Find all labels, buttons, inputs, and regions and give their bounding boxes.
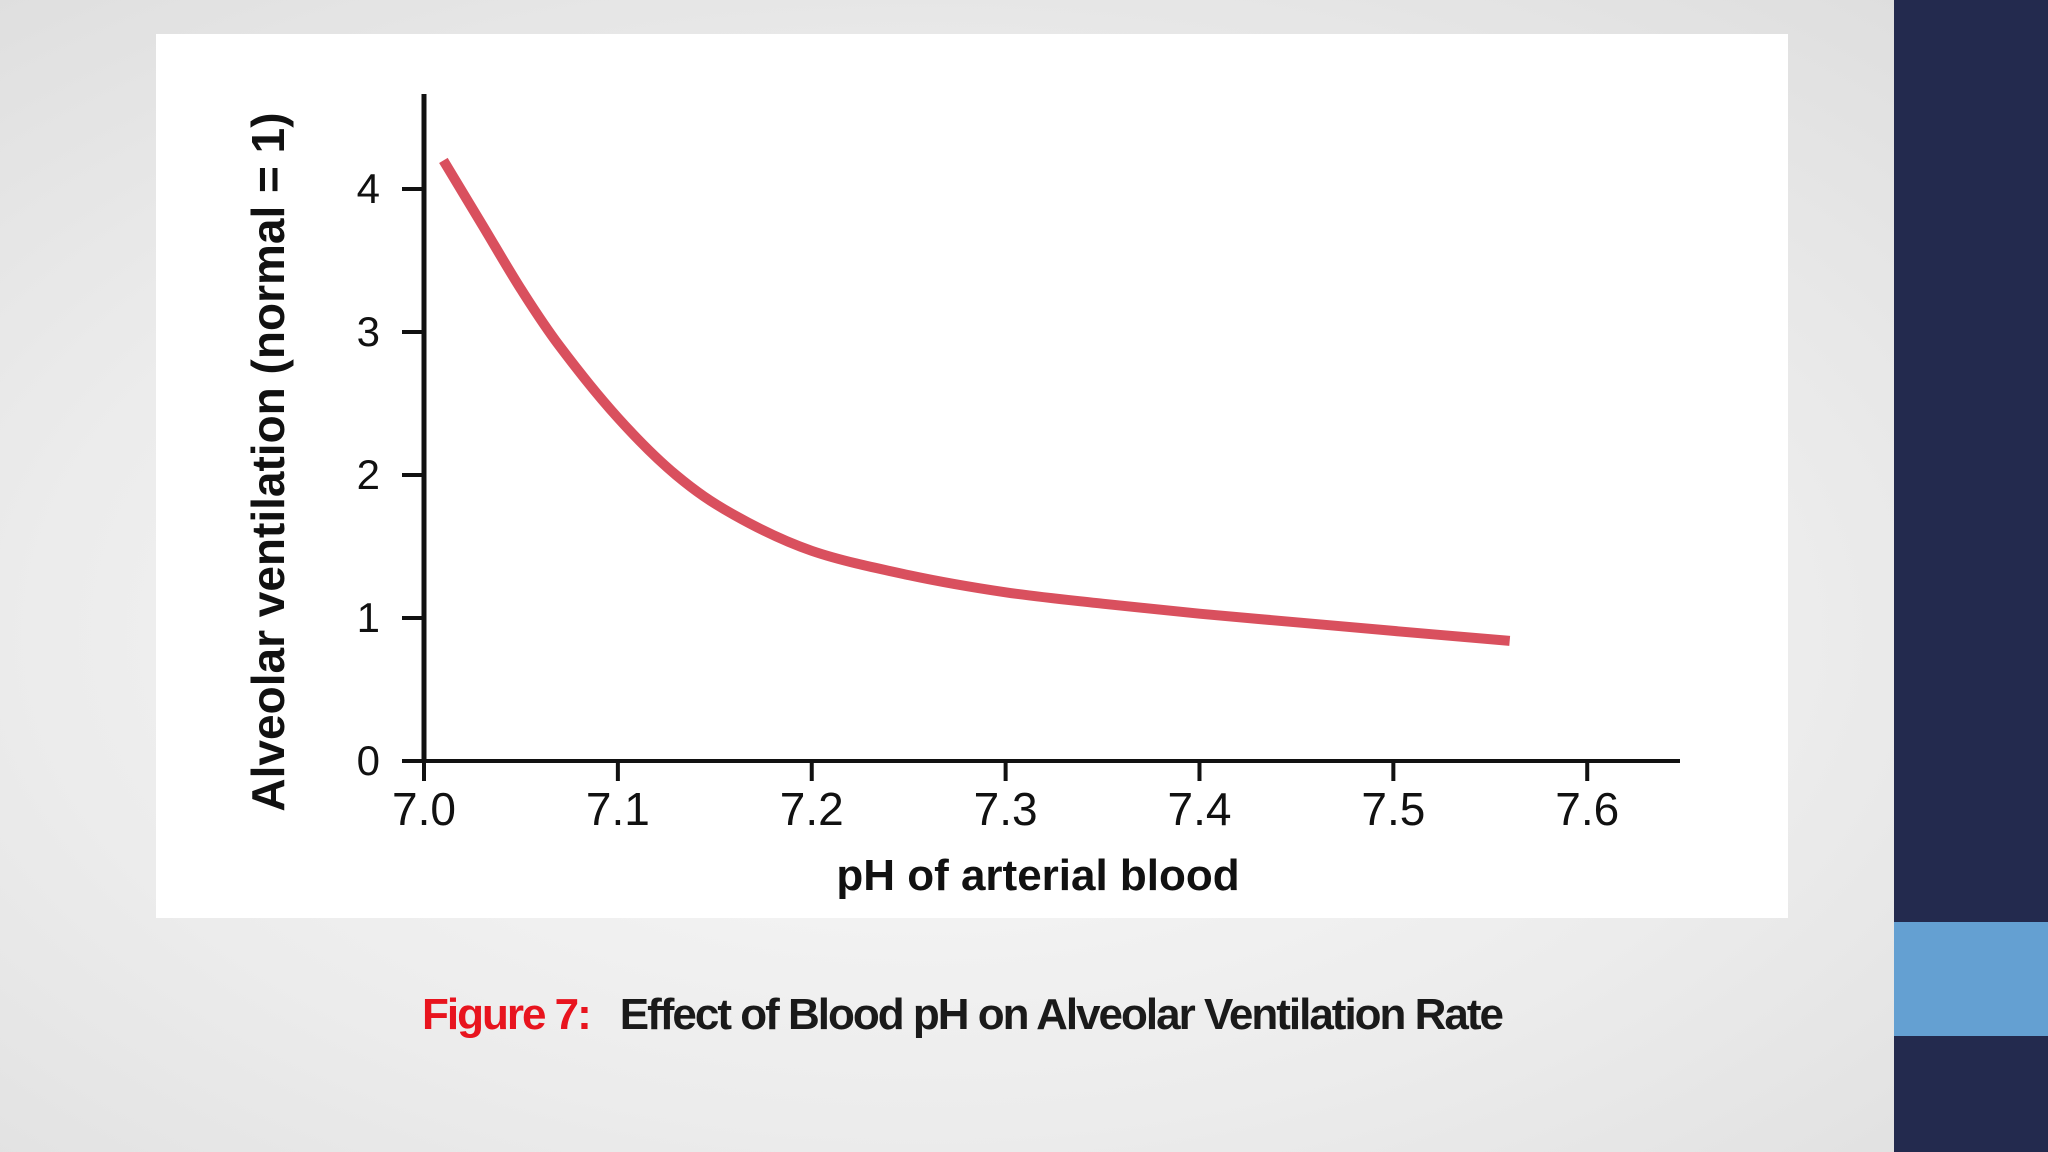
caption-text: Effect of Blood pH on Alveolar Ventilati… xyxy=(619,990,1504,1039)
x-tick-label-7.1: 7.1 xyxy=(586,783,650,835)
y-axis-label: Alveolar ventilation (normal = 1) xyxy=(242,112,294,811)
chart: 0 1 2 3 4 7.0 7.1 7.2 7.3 7.4 7.5 7.6 pH of arterial… xyxy=(242,94,1680,900)
x-tick-label-7.5: 7.5 xyxy=(1361,783,1425,835)
series-line-0 xyxy=(439,157,1511,646)
y-tick-label-4: 4 xyxy=(357,165,380,212)
x-tick-label-7.2: 7.2 xyxy=(780,783,844,835)
chart-panel: 0 1 2 3 4 7.0 7.1 7.2 7.3 7.4 7.5 7.6 pH of arterial… xyxy=(156,34,1788,918)
x-tick-label-7.3: 7.3 xyxy=(974,783,1038,835)
y-tick-label-2: 2 xyxy=(357,451,380,498)
y-tick-label-0: 0 xyxy=(357,737,380,784)
x-tick-label-7.6: 7.6 xyxy=(1555,783,1619,835)
x-axis-label: pH of arterial blood xyxy=(836,851,1239,900)
caption-label: Figure 7: xyxy=(421,990,592,1039)
sidebar-accent-block xyxy=(1894,922,2048,1036)
x-tick-label-7.4: 7.4 xyxy=(1168,783,1232,835)
figure-caption: Figure 7: Effect of Blood pH on Alveolar … xyxy=(0,990,1924,1040)
y-tick-label-3: 3 xyxy=(357,308,380,355)
y-tick-label-1: 1 xyxy=(357,594,380,641)
x-tick-label-7.0: 7.0 xyxy=(392,783,456,835)
